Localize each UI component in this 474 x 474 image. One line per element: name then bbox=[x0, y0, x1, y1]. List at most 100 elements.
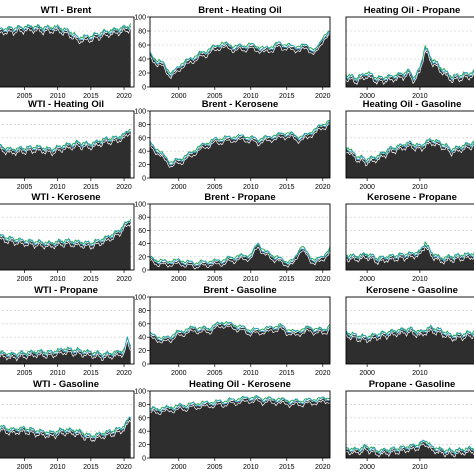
line-series bbox=[346, 325, 474, 340]
line-series bbox=[150, 242, 330, 267]
x-tick-label: 2005 bbox=[17, 370, 33, 377]
y-tick-label: 40 bbox=[138, 429, 146, 436]
x-tick-label: 2000 bbox=[171, 93, 187, 100]
area-series bbox=[150, 122, 330, 178]
panel-title: Heating Oil - Kerosene bbox=[189, 379, 291, 390]
x-tick-label: 2010 bbox=[50, 276, 66, 283]
x-tick-label: 2010 bbox=[243, 93, 259, 100]
y-tick-label: 80 bbox=[138, 308, 146, 315]
x-tick-label: 2015 bbox=[83, 276, 99, 283]
x-tick-label: 2000 bbox=[171, 370, 187, 377]
area-series bbox=[150, 32, 330, 87]
x-tick-label: 2005 bbox=[17, 184, 33, 191]
y-tick-label: 20 bbox=[138, 71, 146, 78]
x-tick-label: 2000 bbox=[359, 93, 375, 100]
panel: WTI - Brent 2005 2010 2015 2020 bbox=[0, 5, 135, 100]
x-tick-label: 2020 bbox=[116, 184, 132, 191]
y-tick-label: 0 bbox=[142, 456, 146, 463]
line-series bbox=[150, 397, 330, 415]
x-tick-label: 2005 bbox=[207, 276, 223, 283]
panel-frame bbox=[0, 203, 135, 271]
panel: Brent - Heating Oil 2000 2005 2010 2015 2020 0… bbox=[134, 5, 330, 100]
line-series bbox=[0, 223, 132, 250]
line-series bbox=[346, 246, 474, 266]
x-tick-label: 2005 bbox=[207, 93, 223, 100]
x-tick-label: 2020 bbox=[315, 184, 331, 191]
x-tick-label: 2010 bbox=[412, 93, 428, 100]
panel: Brent - Propane 2000 2005 2010 2015 2020 0 20 40… bbox=[134, 192, 330, 283]
y-tick-label: 20 bbox=[138, 348, 146, 355]
x-tick-label: 2005 bbox=[207, 184, 223, 191]
panel-title: Heating Oil - Gasoline bbox=[363, 99, 462, 110]
x-tick-label: 2010 bbox=[50, 93, 66, 100]
y-tick-label: 80 bbox=[138, 402, 146, 409]
line-series bbox=[346, 47, 474, 82]
line-series bbox=[150, 394, 330, 411]
x-tick-label: 2010 bbox=[243, 184, 259, 191]
x-tick-label: 2010 bbox=[412, 184, 428, 191]
panel-frame bbox=[149, 16, 331, 88]
panel-frame bbox=[0, 110, 135, 179]
x-tick-label: 2010 bbox=[243, 276, 259, 283]
line-series bbox=[150, 320, 330, 339]
y-tick-label: 0 bbox=[142, 85, 146, 92]
x-tick-label: 2000 bbox=[171, 464, 187, 471]
x-tick-label: 2010 bbox=[412, 276, 428, 283]
panel-title: Kerosene - Gasoline bbox=[366, 285, 458, 296]
line-series bbox=[150, 324, 330, 344]
panel-frame bbox=[0, 16, 135, 88]
y-tick-label: 100 bbox=[134, 202, 146, 209]
y-tick-label: 40 bbox=[138, 241, 146, 248]
panel: WTI - Propane 2005 2010 2015 2020 bbox=[0, 285, 135, 377]
x-tick-label: 2000 bbox=[359, 370, 375, 377]
x-tick-label: 2005 bbox=[207, 464, 223, 471]
panel: Kerosene - Propane 2000 2010 bbox=[345, 192, 474, 283]
line-series bbox=[150, 123, 330, 168]
area-series bbox=[0, 221, 131, 270]
x-tick-label: 2000 bbox=[171, 276, 187, 283]
line-series bbox=[150, 395, 330, 413]
line-series bbox=[0, 336, 132, 359]
panel: Heating Oil - Gasoline 2000 2010 bbox=[345, 99, 474, 191]
y-tick-label: 60 bbox=[138, 228, 146, 235]
line-series bbox=[346, 327, 474, 344]
line-series bbox=[0, 416, 131, 439]
panel-title: Kerosene - Propane bbox=[367, 192, 457, 203]
panel-title: WTI - Gasoline bbox=[33, 379, 99, 390]
panel-title: Brent - Gasoline bbox=[203, 285, 276, 296]
panel: Brent - Gasoline 2000 2005 2010 2015 2020 0 20 4… bbox=[134, 285, 330, 377]
y-tick-label: 100 bbox=[134, 295, 146, 302]
x-tick-label: 2020 bbox=[116, 276, 132, 283]
panel-frame bbox=[0, 390, 135, 459]
y-tick-label: 20 bbox=[138, 442, 146, 449]
panel: WTI - Kerosene 2005 2010 2015 2020 bbox=[0, 192, 135, 283]
x-tick-label: 2020 bbox=[315, 464, 331, 471]
panel: Propane - Gasoline 2000 2010 bbox=[345, 379, 474, 471]
area-series bbox=[346, 441, 474, 458]
x-tick-label: 2015 bbox=[279, 184, 295, 191]
line-series bbox=[0, 339, 132, 362]
x-tick-label: 2015 bbox=[83, 370, 99, 377]
x-tick-label: 2015 bbox=[279, 370, 295, 377]
panel-frame bbox=[149, 390, 331, 459]
y-tick-label: 40 bbox=[138, 149, 146, 156]
area-series bbox=[150, 244, 330, 270]
line-series bbox=[150, 30, 330, 77]
y-tick-label: 0 bbox=[142, 176, 146, 183]
line-series bbox=[0, 419, 131, 442]
x-tick-label: 2020 bbox=[116, 464, 132, 471]
x-tick-label: 2000 bbox=[359, 464, 375, 471]
panel-title: WTI - Kerosene bbox=[31, 192, 100, 203]
x-tick-label: 2000 bbox=[359, 184, 375, 191]
area-series bbox=[346, 327, 474, 364]
x-tick-label: 2015 bbox=[83, 184, 99, 191]
line-series bbox=[150, 242, 330, 265]
line-series bbox=[0, 133, 131, 157]
line-series bbox=[346, 138, 474, 164]
line-series bbox=[346, 141, 474, 167]
x-tick-label: 2020 bbox=[116, 370, 132, 377]
panel: WTI - Heating Oil 2005 2010 2015 2020 bbox=[0, 99, 135, 191]
panel-title: WTI - Brent bbox=[41, 5, 92, 16]
y-tick-label: 60 bbox=[138, 135, 146, 142]
